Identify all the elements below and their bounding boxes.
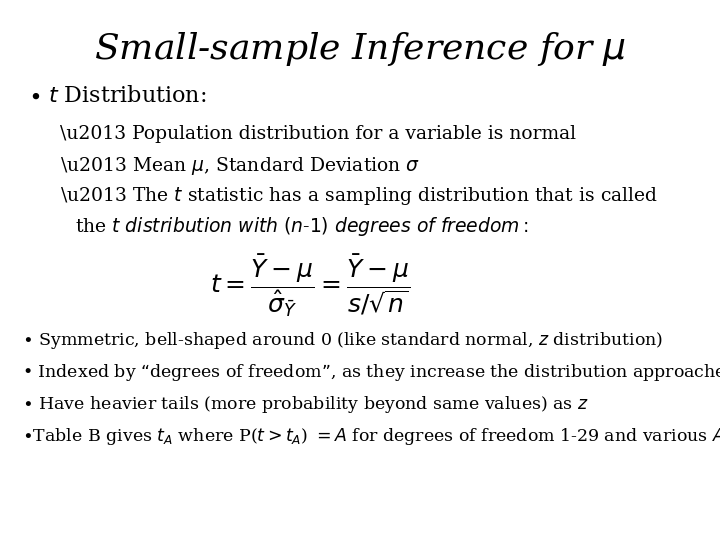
Text: $\bullet$Table B gives $t_A$ where P($t > t_A$) $= A$ for degrees of freedom 1-2: $\bullet$Table B gives $t_A$ where P($t … <box>22 426 720 447</box>
Text: $t = \dfrac{\bar{Y}-\mu}{\hat{\sigma}_{\bar{Y}}} = \dfrac{\bar{Y}-\mu}{s/\sqrt{n: $t = \dfrac{\bar{Y}-\mu}{\hat{\sigma}_{\… <box>210 252 410 319</box>
Text: • Indexed by “degrees of freedom”, as they increase the distribution approaches : • Indexed by “degrees of freedom”, as th… <box>22 362 720 383</box>
Text: \u2013 The $t$ statistic has a sampling distribution that is called: \u2013 The $t$ statistic has a sampling … <box>60 185 658 207</box>
Text: $\bullet$ Have heavier tails (more probability beyond same values) as $z$: $\bullet$ Have heavier tails (more proba… <box>22 394 589 415</box>
Text: $t$ Distribution:: $t$ Distribution: <box>48 85 207 107</box>
Text: \u2013 Population distribution for a variable is normal: \u2013 Population distribution for a var… <box>60 125 576 143</box>
Text: $\bullet$: $\bullet$ <box>28 85 40 107</box>
Text: \u2013 Mean $\mu$, Standard Deviation $\sigma$: \u2013 Mean $\mu$, Standard Deviation $\… <box>60 155 420 177</box>
Text: the $\it{t}$ $\mathit{distribution}$ $\mathit{with}$ $\mathit{(n}$-$\mathit{1)}$: the $\it{t}$ $\mathit{distribution}$ $\m… <box>75 215 529 238</box>
Text: Small-sample Inference for $\mu$: Small-sample Inference for $\mu$ <box>94 30 626 68</box>
Text: $\bullet$ Symmetric, bell-shaped around 0 (like standard normal, $z$ distributio: $\bullet$ Symmetric, bell-shaped around … <box>22 330 663 351</box>
